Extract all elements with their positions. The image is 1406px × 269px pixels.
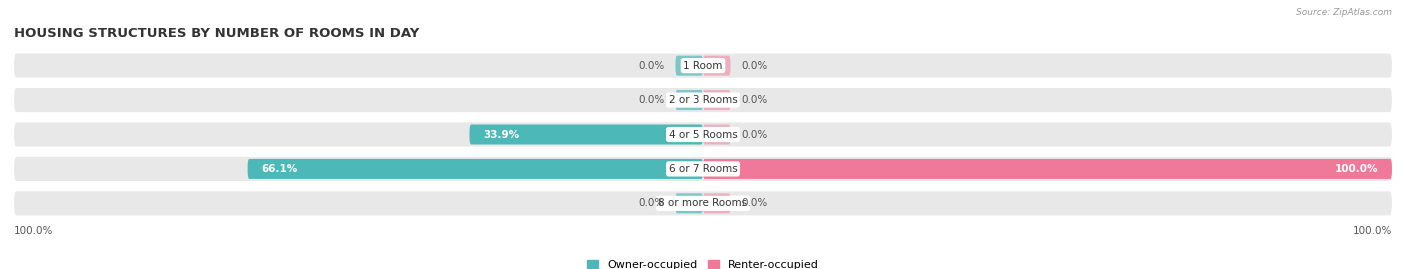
- Text: 0.0%: 0.0%: [741, 129, 768, 140]
- Text: 1 Room: 1 Room: [683, 61, 723, 71]
- Text: 33.9%: 33.9%: [484, 129, 519, 140]
- Text: 6 or 7 Rooms: 6 or 7 Rooms: [669, 164, 737, 174]
- FancyBboxPatch shape: [14, 88, 1392, 112]
- FancyBboxPatch shape: [14, 54, 1392, 78]
- Text: 0.0%: 0.0%: [741, 198, 768, 208]
- Legend: Owner-occupied, Renter-occupied: Owner-occupied, Renter-occupied: [586, 260, 820, 269]
- FancyBboxPatch shape: [675, 56, 703, 76]
- Text: 0.0%: 0.0%: [741, 61, 768, 71]
- Text: 0.0%: 0.0%: [638, 198, 665, 208]
- FancyBboxPatch shape: [703, 193, 731, 213]
- Text: Source: ZipAtlas.com: Source: ZipAtlas.com: [1296, 8, 1392, 17]
- Text: 0.0%: 0.0%: [741, 95, 768, 105]
- FancyBboxPatch shape: [14, 157, 1392, 181]
- FancyBboxPatch shape: [675, 90, 703, 110]
- FancyBboxPatch shape: [14, 122, 1392, 147]
- FancyBboxPatch shape: [703, 90, 731, 110]
- Text: 8 or more Rooms: 8 or more Rooms: [658, 198, 748, 208]
- FancyBboxPatch shape: [703, 125, 731, 144]
- Text: 0.0%: 0.0%: [638, 61, 665, 71]
- Text: HOUSING STRUCTURES BY NUMBER OF ROOMS IN DAY: HOUSING STRUCTURES BY NUMBER OF ROOMS IN…: [14, 27, 419, 40]
- FancyBboxPatch shape: [14, 191, 1392, 215]
- FancyBboxPatch shape: [675, 193, 703, 213]
- FancyBboxPatch shape: [703, 56, 731, 76]
- Text: 0.0%: 0.0%: [638, 95, 665, 105]
- FancyBboxPatch shape: [470, 125, 703, 144]
- Text: 100.0%: 100.0%: [1353, 226, 1392, 236]
- FancyBboxPatch shape: [703, 159, 1392, 179]
- Text: 4 or 5 Rooms: 4 or 5 Rooms: [669, 129, 737, 140]
- Text: 2 or 3 Rooms: 2 or 3 Rooms: [669, 95, 737, 105]
- Text: 100.0%: 100.0%: [14, 226, 53, 236]
- Text: 66.1%: 66.1%: [262, 164, 298, 174]
- FancyBboxPatch shape: [247, 159, 703, 179]
- Text: 100.0%: 100.0%: [1334, 164, 1378, 174]
